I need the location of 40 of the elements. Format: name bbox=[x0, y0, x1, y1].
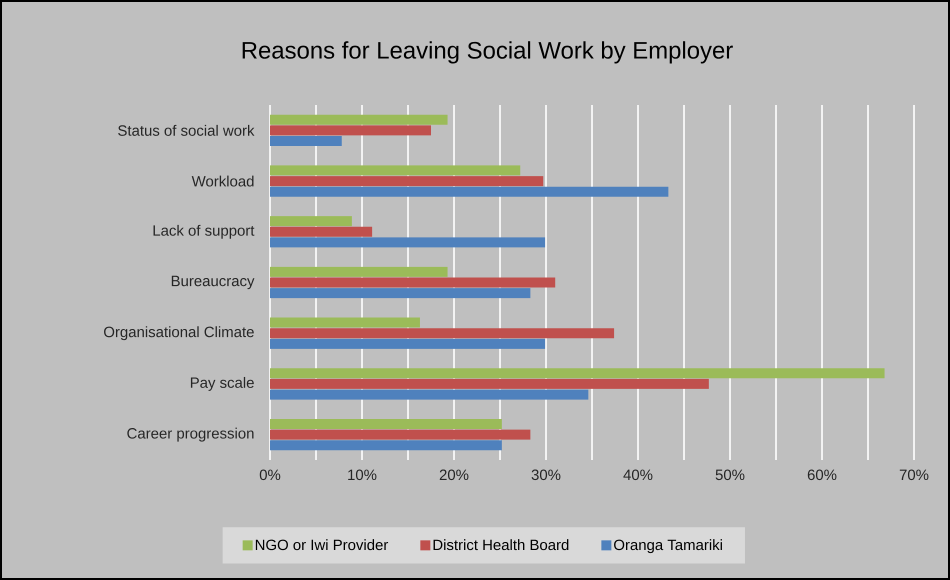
bar bbox=[270, 378, 709, 389]
bar bbox=[270, 136, 342, 146]
bar bbox=[270, 440, 502, 450]
bar bbox=[270, 266, 448, 277]
y-tick-label: Pay scale bbox=[190, 376, 254, 391]
x-tick-label: 60% bbox=[808, 470, 836, 480]
x-tick-label: 70% bbox=[900, 470, 928, 480]
bar bbox=[270, 390, 588, 400]
bar bbox=[270, 226, 372, 237]
bar bbox=[270, 125, 432, 136]
bar bbox=[270, 216, 352, 226]
bar bbox=[270, 418, 502, 429]
x-tick-label: 10% bbox=[348, 470, 376, 480]
x-tick-label: 0% bbox=[260, 470, 280, 480]
bar bbox=[270, 430, 530, 440]
bar bbox=[270, 277, 556, 288]
bar bbox=[270, 368, 885, 378]
bar bbox=[270, 237, 546, 248]
y-tick-label: Workload bbox=[192, 176, 254, 187]
x-tick-label: 50% bbox=[716, 470, 744, 480]
bar bbox=[270, 318, 420, 328]
y-tick-label: Organisational Climate bbox=[104, 326, 254, 340]
bar bbox=[270, 176, 544, 186]
y-tick-label: Lack of support bbox=[154, 224, 254, 239]
legend-label: District Health Board bbox=[434, 539, 568, 550]
y-tick-label: Career progression bbox=[127, 428, 254, 442]
bar bbox=[270, 186, 668, 197]
bar bbox=[270, 328, 614, 338]
x-tick-label: 20% bbox=[440, 470, 468, 480]
x-tick-label: 30% bbox=[532, 470, 560, 480]
bar bbox=[270, 165, 520, 176]
bar bbox=[270, 338, 546, 349]
y-tick-label: Status of social work bbox=[118, 124, 254, 136]
x-tick-label: 40% bbox=[623, 470, 652, 480]
y-tick-label: Bureaucracy bbox=[172, 276, 254, 290]
bar bbox=[270, 288, 530, 298]
chart-title: Reasons for Leaving Social Work by Employer bbox=[242, 41, 733, 64]
legend-label: NGO or Iwi Provider bbox=[256, 539, 388, 550]
legend-label: Oranga Tamariki bbox=[614, 539, 722, 554]
bar bbox=[270, 114, 448, 125]
